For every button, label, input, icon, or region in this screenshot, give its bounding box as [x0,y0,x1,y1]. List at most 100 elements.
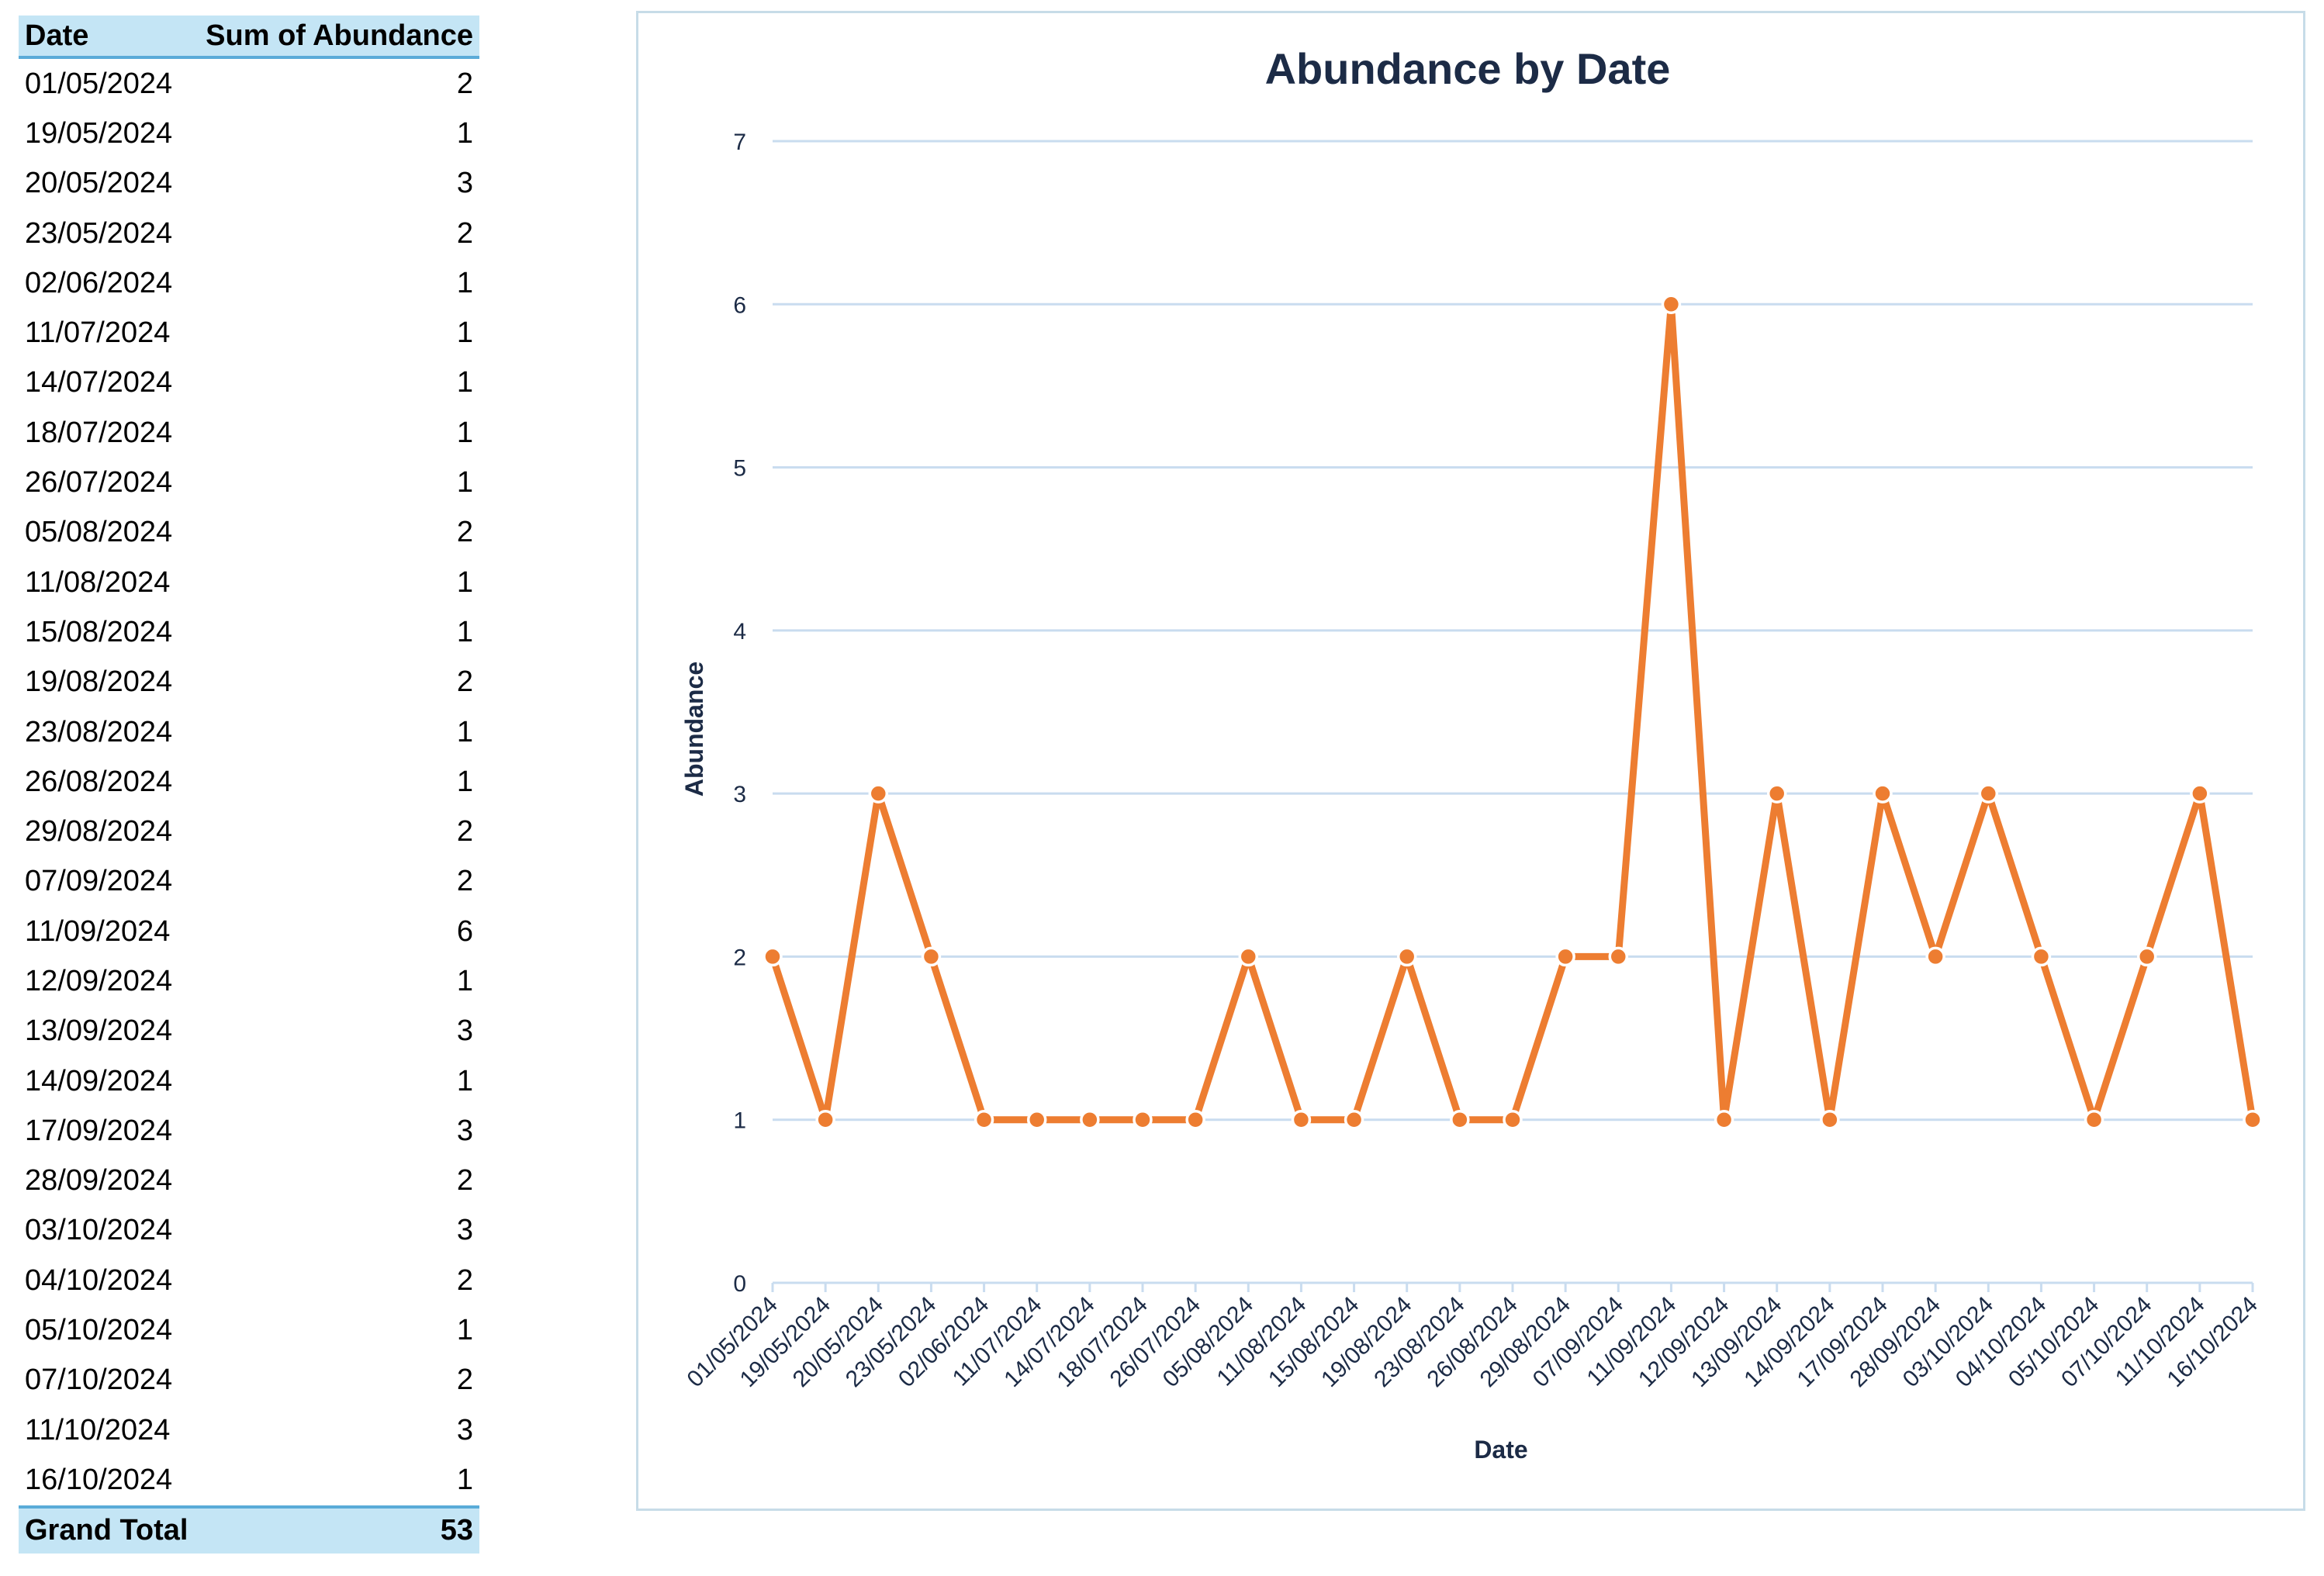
data-point[interactable] [1291,1109,1312,1130]
pivot-row-value[interactable]: 3 [456,1413,473,1446]
data-point[interactable] [1344,1109,1364,1130]
pivot-row-date[interactable]: 15/08/2024 [25,615,173,648]
pivot-row: 05/10/2024 1 [19,1305,479,1355]
data-point[interactable] [2243,1109,2263,1130]
data-point[interactable] [1185,1109,1205,1130]
pivot-row-value[interactable]: 1 [456,366,473,399]
pivot-row: 11/07/2024 1 [19,308,479,358]
pivot-row-date[interactable]: 17/09/2024 [25,1114,173,1147]
data-point[interactable] [1133,1109,1153,1130]
data-point[interactable] [1608,946,1629,967]
pivot-row-value[interactable]: 3 [456,1214,473,1247]
pivot-row-date[interactable]: 23/05/2024 [25,216,173,250]
pivot-body: 01/05/2024 2 19/05/2024 1 20/05/2024 3 23/05/2… [19,59,479,1505]
data-point[interactable] [1238,946,1259,967]
pivot-row-date[interactable]: 18/07/2024 [25,416,173,449]
pivot-row-date[interactable]: 26/07/2024 [25,466,173,499]
pivot-row-value[interactable]: 2 [456,865,473,898]
data-point[interactable] [2136,946,2157,967]
pivot-row-date[interactable]: 12/09/2024 [25,964,173,997]
pivot-row-date[interactable]: 11/07/2024 [25,316,171,350]
pivot-row-date[interactable]: 14/07/2024 [25,366,173,399]
pivot-row: 03/10/2024 3 [19,1206,479,1256]
pivot-row-value[interactable]: 3 [456,167,473,200]
pivot-row-date[interactable]: 14/09/2024 [25,1064,173,1097]
data-point[interactable] [1925,946,1945,967]
pivot-row-value[interactable]: 3 [456,1114,473,1147]
pivot-row-value[interactable]: 1 [456,1064,473,1097]
pivot-row-value[interactable]: 1 [456,615,473,648]
grand-total-value: 53 [440,1514,473,1547]
pivot-row-value[interactable]: 1 [456,765,473,798]
data-point[interactable] [1503,1109,1523,1130]
pivot-row-date[interactable]: 23/08/2024 [25,715,173,748]
pivot-row-date[interactable]: 16/10/2024 [25,1463,173,1496]
pivot-row-date[interactable]: 03/10/2024 [25,1214,173,1247]
pivot-row-value[interactable]: 6 [456,914,473,948]
pivot-row-date[interactable]: 11/09/2024 [25,914,171,948]
pivot-row-value[interactable]: 2 [456,665,473,699]
data-point[interactable] [2084,1109,2104,1130]
data-point[interactable] [1766,783,1787,804]
pivot-row-value[interactable]: 1 [456,964,473,997]
pivot-row-value[interactable]: 1 [456,715,473,748]
pivot-row-date[interactable]: 02/06/2024 [25,266,173,299]
pivot-row-value[interactable]: 1 [456,1463,473,1496]
pivot-row-value[interactable]: 1 [456,565,473,599]
pivot-row-value[interactable]: 1 [456,466,473,499]
pivot-row-value[interactable]: 1 [456,116,473,150]
pivot-row-value[interactable]: 1 [456,1314,473,1347]
pivot-row-date[interactable]: 04/10/2024 [25,1263,173,1297]
pivot-row-value[interactable]: 1 [456,416,473,449]
pivot-row-date[interactable]: 20/05/2024 [25,167,173,200]
pivot-row-date[interactable]: 11/10/2024 [25,1413,171,1446]
data-point[interactable] [868,783,889,804]
data-point[interactable] [1450,1109,1470,1130]
pivot-header-date[interactable]: Date [25,19,89,52]
pivot-row-date[interactable]: 13/09/2024 [25,1014,173,1048]
pivot-row: 29/08/2024 2 [19,807,479,856]
pivot-row-value[interactable]: 3 [456,1014,473,1048]
data-point[interactable] [1820,1109,1840,1130]
pivot-row-date[interactable]: 07/10/2024 [25,1363,173,1397]
pivot-row-date[interactable]: 05/10/2024 [25,1314,173,1347]
pivot-row: 12/09/2024 1 [19,956,479,1006]
pivot-row-value[interactable]: 2 [456,516,473,549]
pivot-row-date[interactable]: 01/05/2024 [25,67,173,100]
pivot-row-date[interactable]: 07/09/2024 [25,865,173,898]
data-point[interactable] [1555,946,1575,967]
pivot-row-value[interactable]: 2 [456,1263,473,1297]
data-point[interactable] [1661,294,1682,315]
pivot-row-date[interactable]: 19/05/2024 [25,116,173,150]
chart-area[interactable] [636,11,2305,1511]
y-tick-label: 0 [733,1271,746,1297]
data-point[interactable] [815,1109,835,1130]
pivot-row-value[interactable]: 2 [456,815,473,848]
data-point[interactable] [1080,1109,1100,1130]
pivot-row-date[interactable]: 26/08/2024 [25,765,173,798]
data-point[interactable] [1026,1109,1047,1130]
data-point[interactable] [1396,946,1417,967]
pivot-row-value[interactable]: 2 [456,216,473,250]
pivot-row-value[interactable]: 1 [456,266,473,299]
y-tick-label: 3 [733,782,746,807]
pivot-row-value[interactable]: 2 [456,1363,473,1397]
pivot-row-value[interactable]: 1 [456,316,473,350]
pivot-row-value[interactable]: 2 [456,67,473,100]
data-point[interactable] [763,946,783,967]
data-point[interactable] [2031,946,2052,967]
data-point[interactable] [1873,783,1893,804]
pivot-row-date[interactable]: 11/08/2024 [25,565,171,599]
pivot-row-date[interactable]: 05/08/2024 [25,516,173,549]
pivot-row-value[interactable]: 2 [456,1164,473,1198]
data-point[interactable] [974,1109,994,1130]
pivot-row-date[interactable]: 19/08/2024 [25,665,173,699]
data-point[interactable] [1978,783,1999,804]
pivot-row-date[interactable]: 28/09/2024 [25,1164,173,1198]
data-point[interactable] [921,946,942,967]
pivot-row-date[interactable]: 29/08/2024 [25,815,173,848]
data-point[interactable] [2190,783,2210,804]
pivot-header-sum[interactable]: Sum of Abundance [206,19,473,52]
data-point[interactable] [1714,1109,1734,1130]
